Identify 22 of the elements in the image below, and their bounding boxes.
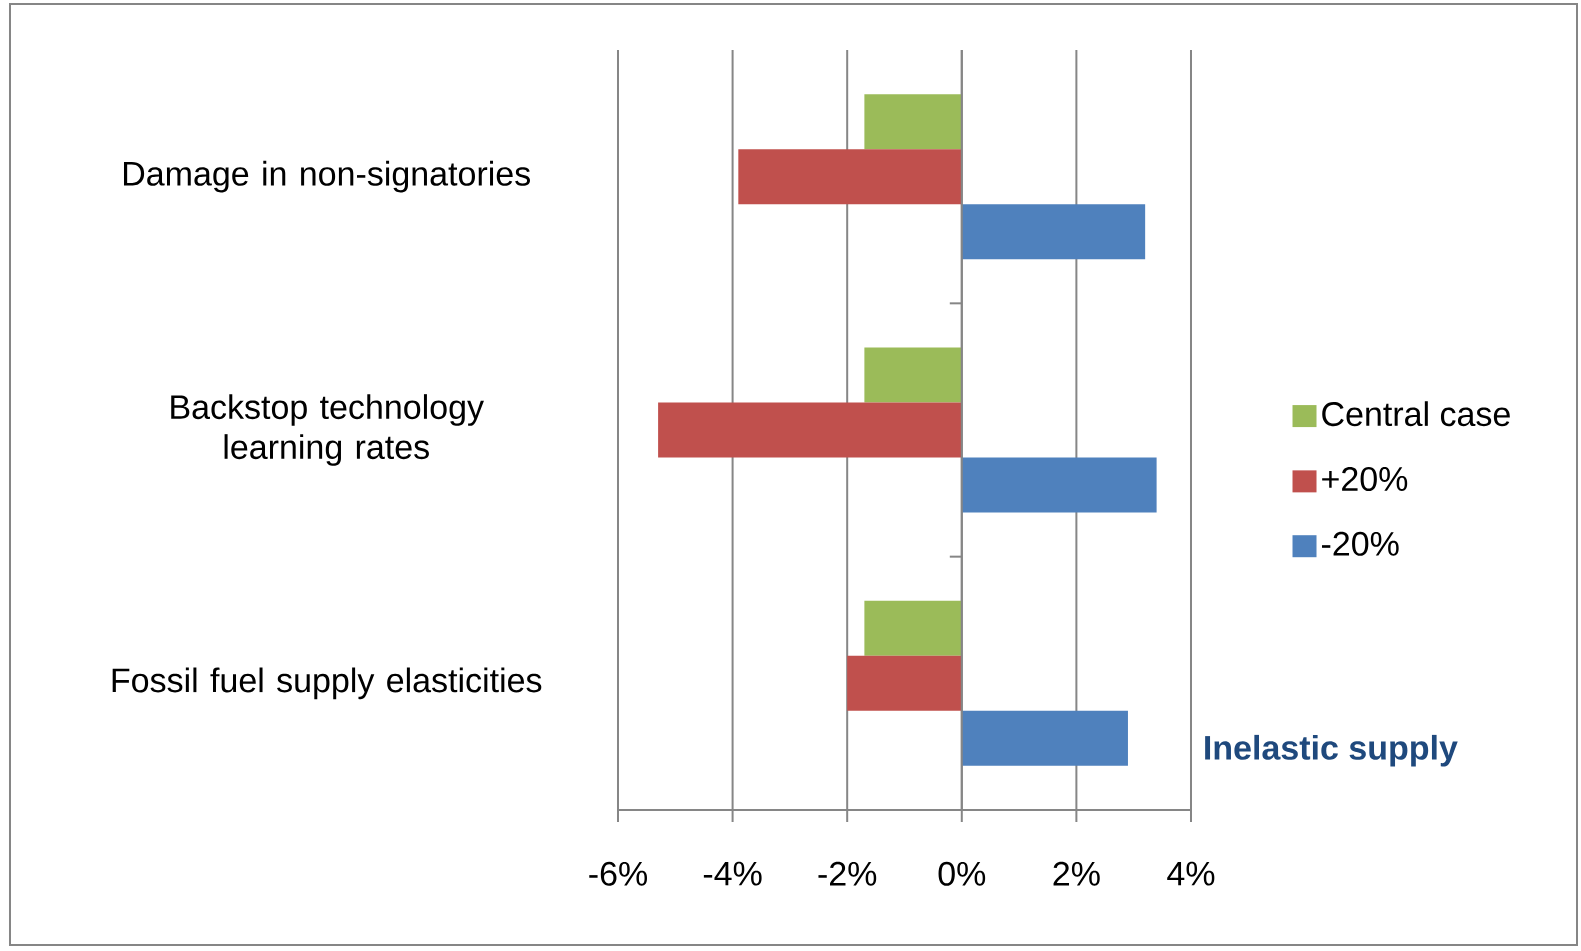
legend-label: +20% — [1322, 466, 1408, 492]
legend-label: Central case — [1322, 401, 1510, 427]
x-tick-label: 4% — [1167, 861, 1215, 886]
bar — [864, 94, 962, 150]
bar — [961, 457, 1157, 513]
bar — [658, 402, 962, 458]
y-tick-label: Fossil fuel supply elasticities — [112, 667, 542, 700]
y-tick-label: Damage in non-signatories — [123, 160, 530, 193]
bar — [847, 655, 962, 711]
x-tick-label: -6% — [589, 861, 647, 886]
bar — [864, 347, 962, 403]
legend-label: -20% — [1322, 531, 1399, 556]
y-tick-label: Backstop technology learning rates — [171, 394, 484, 466]
bar — [961, 710, 1128, 766]
bar — [864, 600, 962, 656]
bar — [961, 204, 1146, 260]
x-tick-label: 2% — [1053, 861, 1100, 886]
bar — [738, 149, 962, 205]
x-tick-label: -2% — [818, 861, 877, 886]
x-tick-label: 0% — [938, 861, 986, 886]
text: Inelastic supply — [1205, 734, 1458, 767]
x-tick-label: -4% — [703, 861, 762, 886]
